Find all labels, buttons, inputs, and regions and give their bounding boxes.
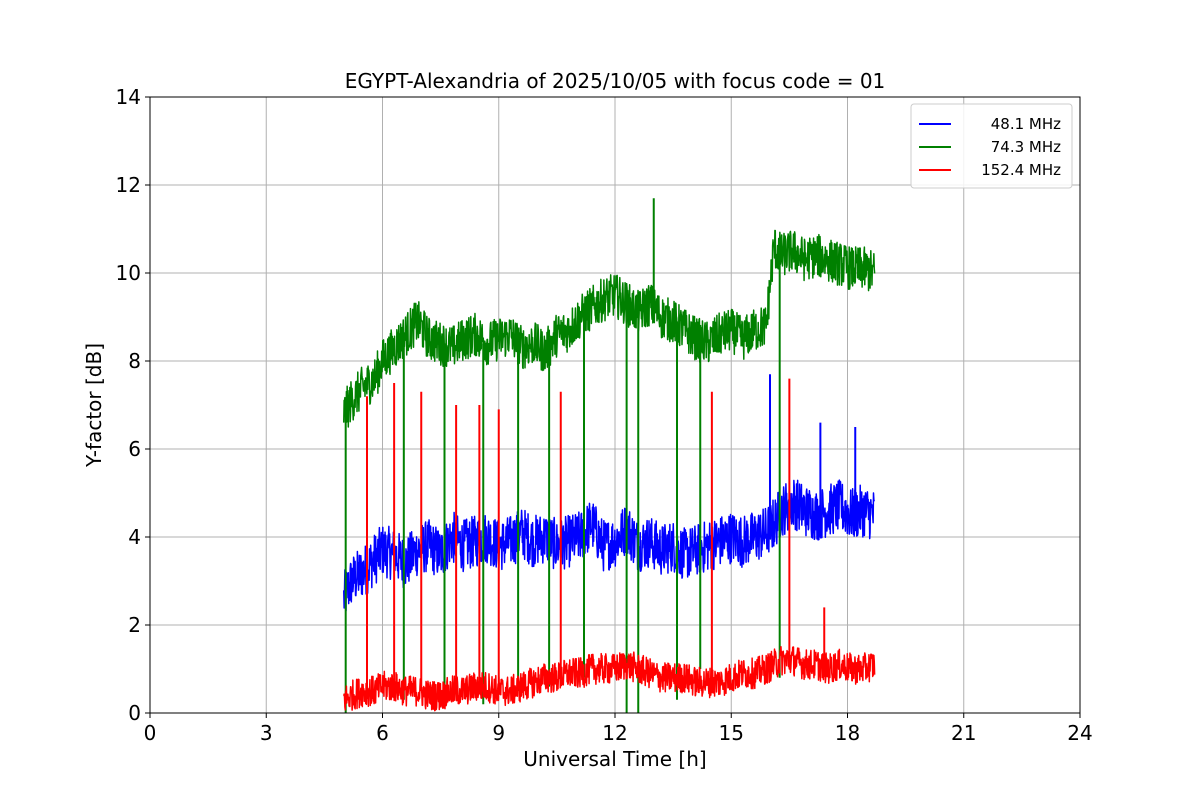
x-tick-label: 6 bbox=[376, 721, 389, 745]
x-axis-label: Universal Time [h] bbox=[523, 747, 706, 771]
legend-label: 74.3 MHz bbox=[991, 138, 1061, 156]
x-axis-ticks: 0 3 6 9 12 15 18 21 24 bbox=[144, 713, 1093, 745]
y-tick-label: 10 bbox=[116, 261, 141, 285]
y-tick-label: 14 bbox=[116, 85, 141, 109]
y-tick-label: 4 bbox=[128, 525, 141, 549]
y-tick-label: 2 bbox=[128, 613, 141, 637]
series-line bbox=[343, 479, 875, 612]
x-tick-label: 18 bbox=[835, 721, 860, 745]
series-line bbox=[343, 229, 876, 428]
y-tick-label: 12 bbox=[116, 173, 141, 197]
y-tick-label: 8 bbox=[128, 349, 141, 373]
series-74-3-mhz bbox=[343, 198, 876, 713]
series-152-4-mhz bbox=[343, 378, 876, 712]
x-tick-label: 0 bbox=[144, 721, 157, 745]
series-48-1-mhz bbox=[343, 374, 875, 612]
x-tick-label: 9 bbox=[492, 721, 505, 745]
x-tick-label: 12 bbox=[602, 721, 627, 745]
legend: 48.1 MHz 74.3 MHz 152.4 MHz bbox=[910, 103, 1073, 189]
y-tick-label: 0 bbox=[128, 701, 141, 725]
x-tick-label: 3 bbox=[260, 721, 273, 745]
y-axis-ticks: 0 2 4 6 8 10 12 14 bbox=[116, 85, 150, 725]
legend-label: 152.4 MHz bbox=[981, 161, 1061, 179]
y-tick-label: 6 bbox=[128, 437, 141, 461]
chart-title: EGYPT-Alexandria of 2025/10/05 with focu… bbox=[345, 69, 886, 93]
legend-box bbox=[910, 103, 1073, 189]
series-layer bbox=[343, 198, 876, 713]
x-tick-label: 21 bbox=[951, 721, 976, 745]
series-line bbox=[343, 645, 876, 712]
legend-label: 48.1 MHz bbox=[991, 115, 1061, 133]
x-tick-label: 24 bbox=[1067, 721, 1092, 745]
y-axis-label: Y-factor [dB] bbox=[82, 343, 106, 468]
x-tick-label: 15 bbox=[719, 721, 744, 745]
